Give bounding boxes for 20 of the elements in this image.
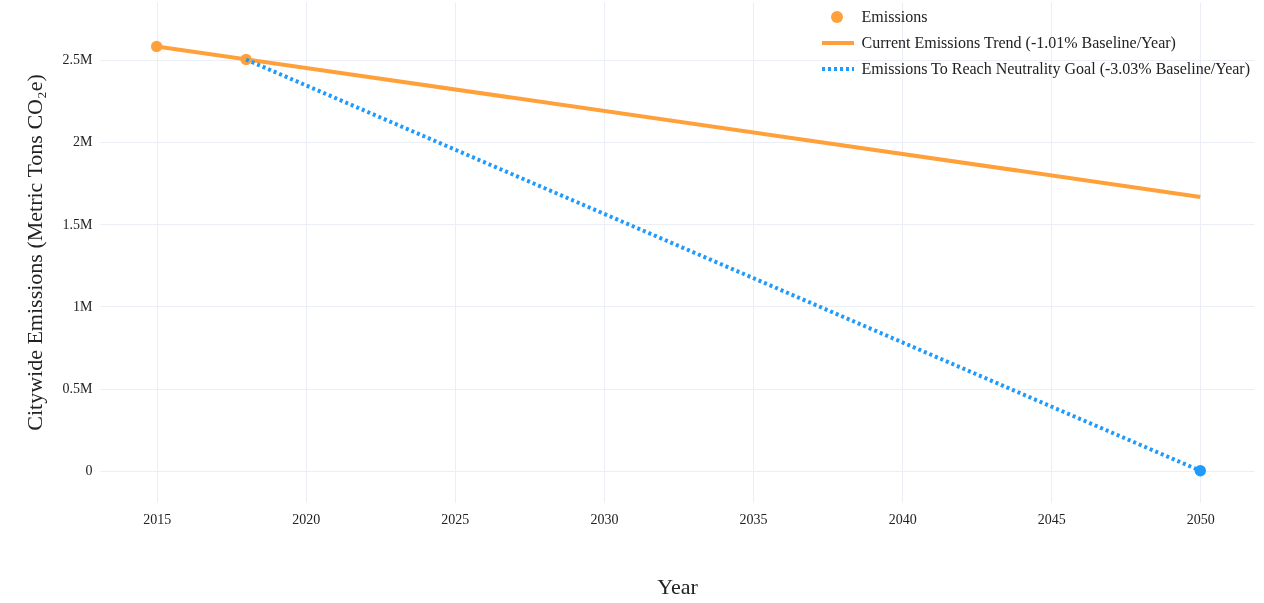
x-axis-title: Year (657, 573, 699, 599)
y-axis-title: Citywide Emissions (Metric Tons CO₂e) (21, 74, 47, 431)
x-tick-label: 2040 (888, 511, 917, 527)
y-tick-label: 2.5M (62, 52, 94, 68)
y-tick-label: 0.5M (62, 381, 94, 397)
x-tick-label: 2025 (441, 511, 470, 527)
x-tick-label: 2020 (292, 511, 321, 527)
legend-label: Emissions (861, 8, 928, 26)
x-tick-label: 2015 (143, 511, 172, 527)
y-tick-label: 2M (73, 134, 94, 150)
legend-label: Emissions To Reach Neutrality Goal (-3.03% Baseline/Year) (861, 60, 1250, 78)
legend-label: Current Emissions Trend (-1.01% Baseline/Year) (861, 34, 1176, 52)
x-tick-label: 2035 (739, 511, 768, 527)
x-tick-label: 2050 (1186, 511, 1215, 527)
y-tick-label: 0 (85, 463, 93, 479)
x-tick-label: 2045 (1037, 511, 1066, 527)
y-tick-label: 1.5M (62, 216, 94, 232)
x-tick-label: 2030 (590, 511, 619, 527)
point (1194, 465, 1207, 477)
y-tick-label: 1M (73, 298, 94, 314)
